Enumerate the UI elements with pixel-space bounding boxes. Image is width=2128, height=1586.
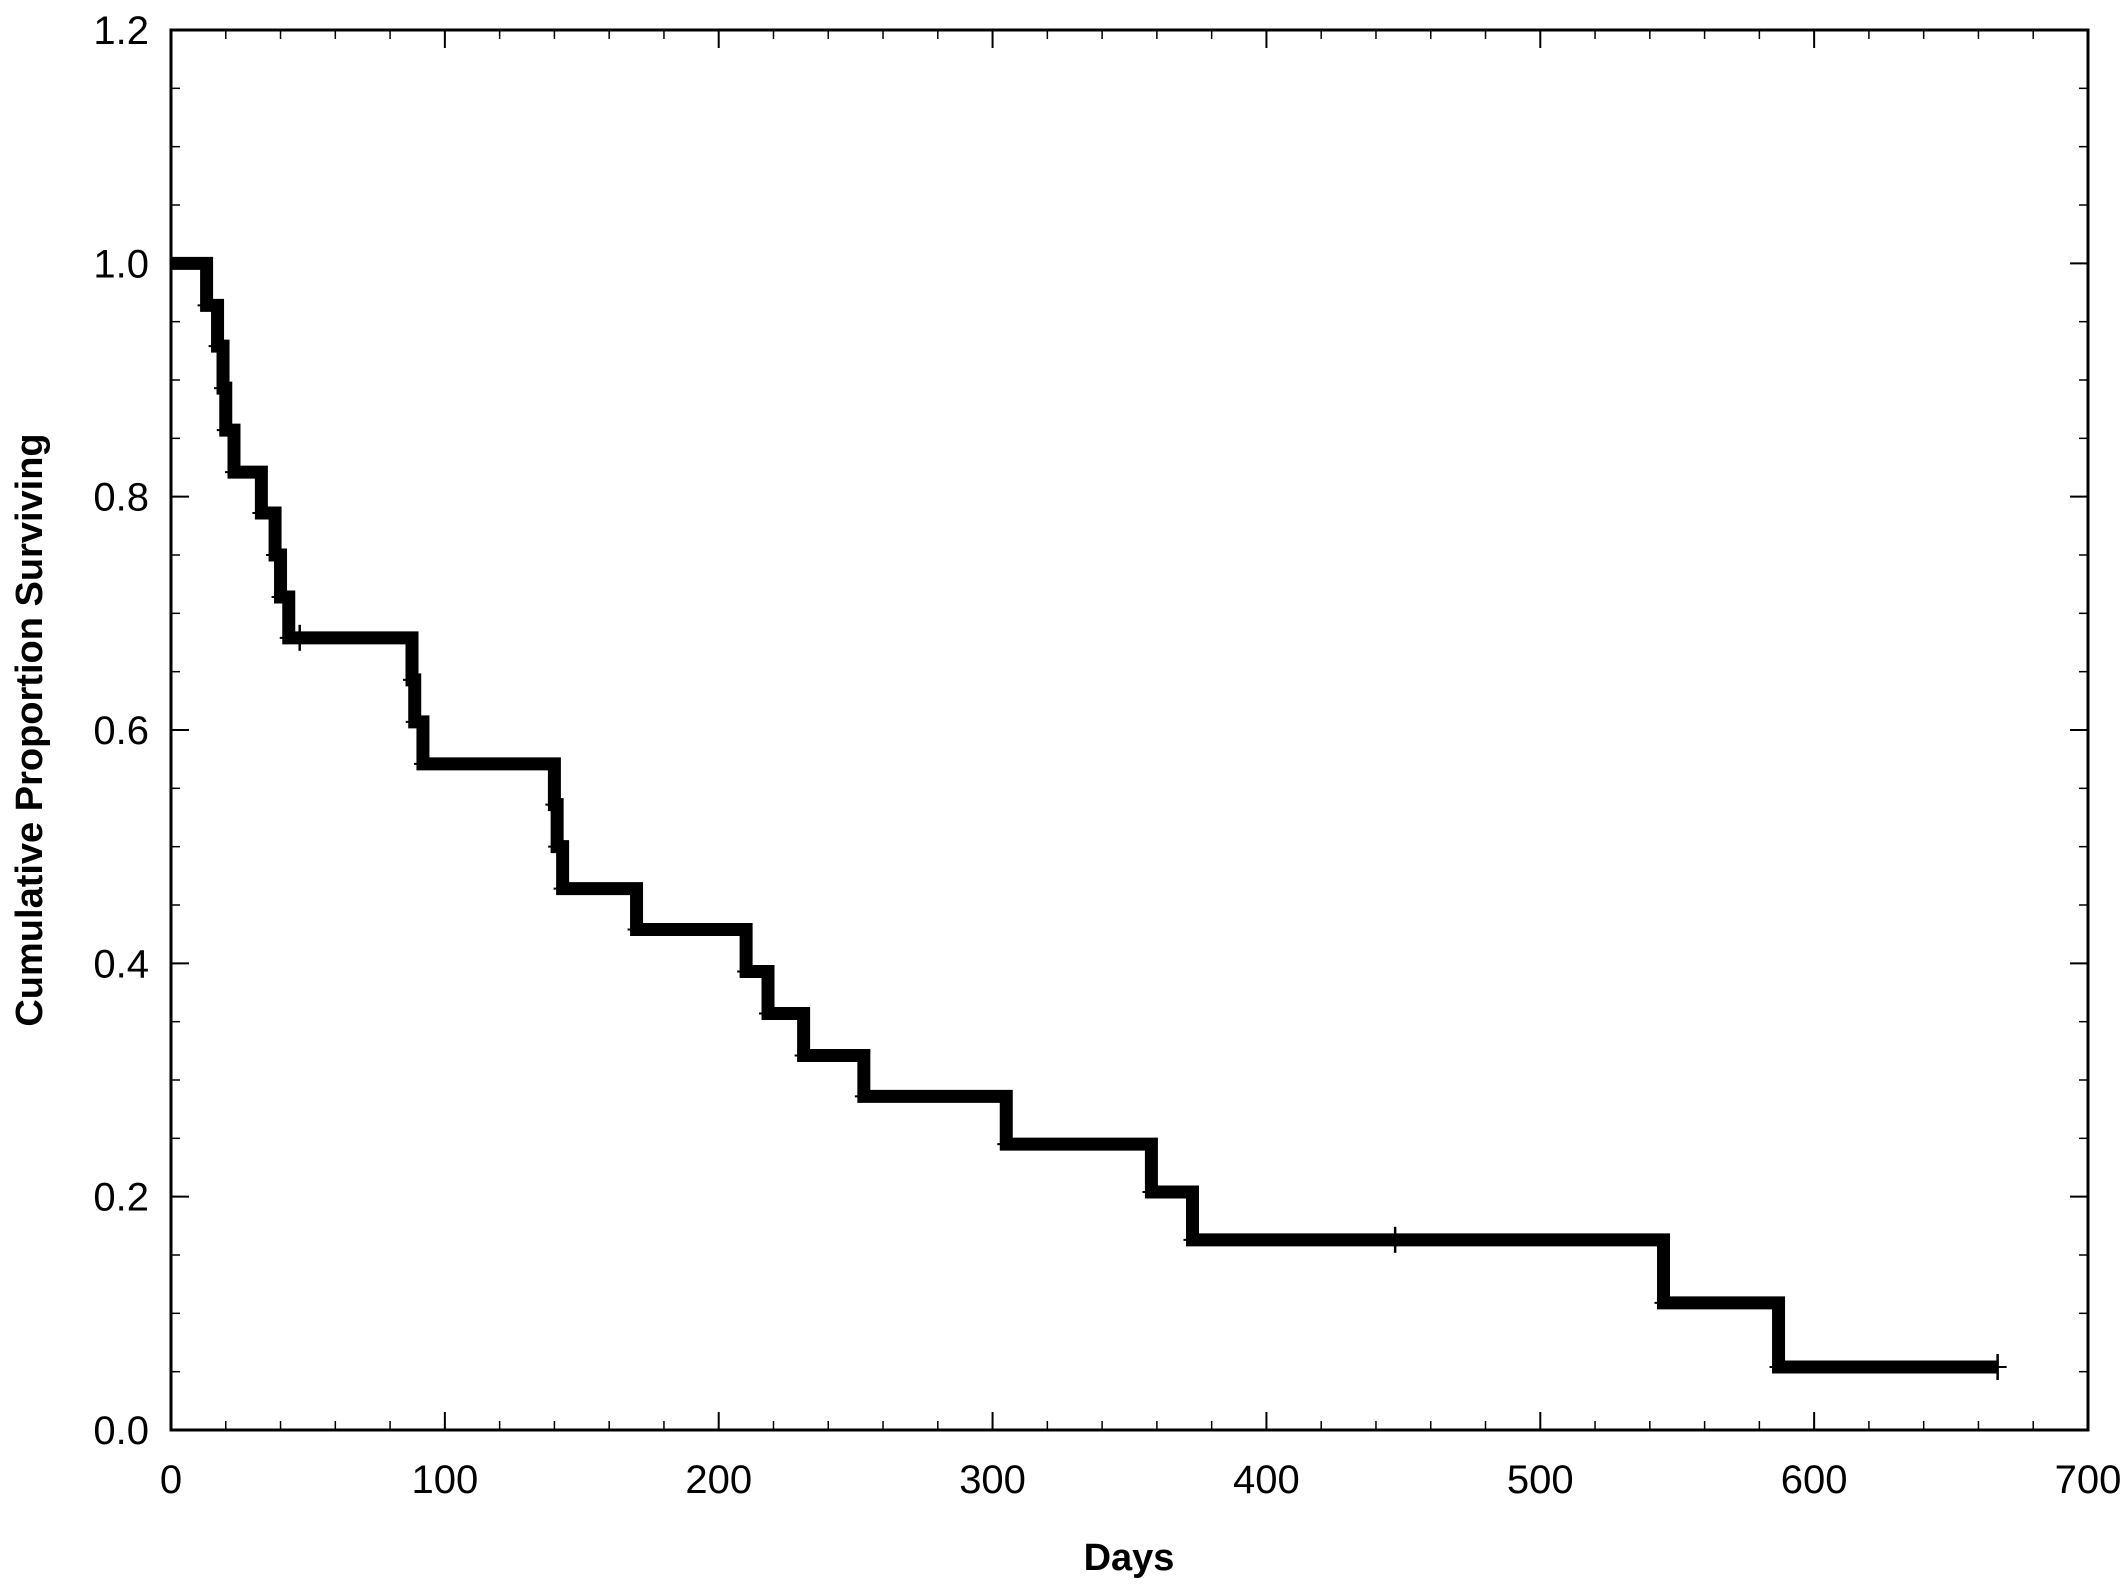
survival-curve [171, 256, 1998, 1374]
plot-frame [169, 28, 2090, 1432]
x-tick-label: 0 [160, 1458, 182, 1502]
minor-ticks [170, 29, 2089, 1431]
x-tick-label: 300 [959, 1458, 1026, 1502]
y-tick-label: 0.6 [93, 709, 149, 753]
x-tick-label: 600 [1781, 1458, 1848, 1502]
y-tick-label: 0.2 [93, 1176, 149, 1220]
x-tick-label: 200 [685, 1458, 752, 1502]
x-tick-label: 700 [2055, 1458, 2122, 1502]
x-tick-label: 500 [1507, 1458, 1574, 1502]
x-axis-title: Days [1084, 1537, 1175, 1579]
y-axis-ticks: 0.0 0.2 0.4 0.6 0.8 1.0 1.2 [93, 9, 2088, 1453]
y-tick-label: 1.0 [93, 242, 149, 286]
y-tick-label: 0.0 [93, 1409, 149, 1453]
x-tick-label: 400 [1233, 1458, 1300, 1502]
y-tick-label: 0.8 [93, 476, 149, 520]
x-tick-label: 100 [411, 1458, 478, 1502]
censor-marks [197, 304, 2007, 1380]
x-axis-ticks: 0 100 200 300 400 500 600 700 [160, 30, 2122, 1502]
y-tick-label: 0.4 [93, 942, 149, 986]
y-axis-title: Cumulative Proportion Surviving [9, 433, 51, 1026]
y-tick-label: 1.2 [93, 9, 149, 53]
